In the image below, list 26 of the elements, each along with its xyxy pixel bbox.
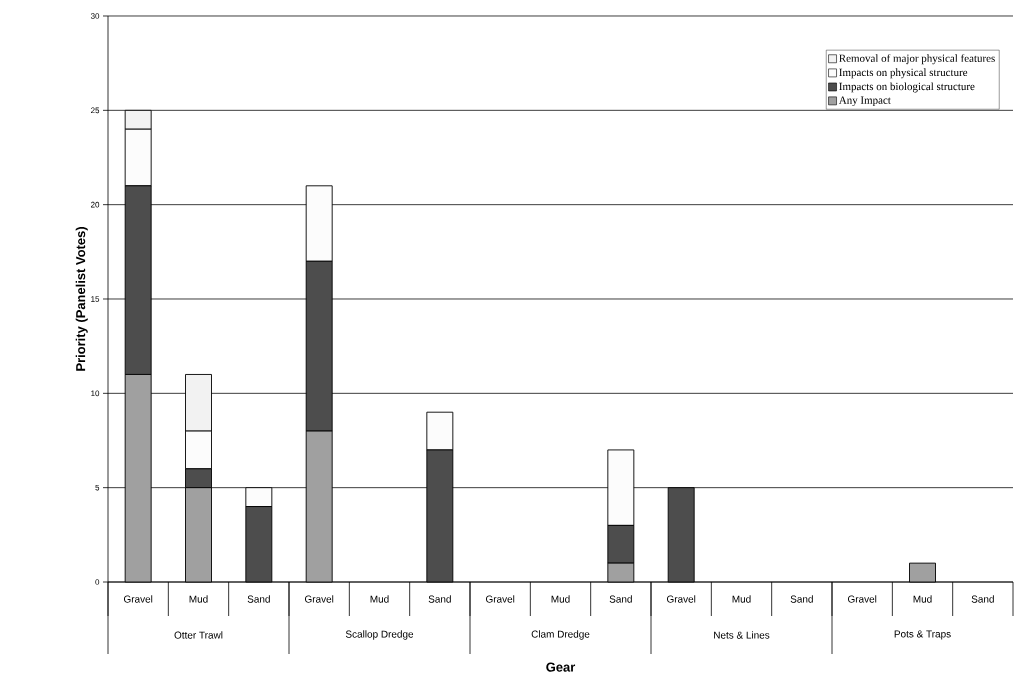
legend-label: Removal of major physical features [839,54,995,65]
x-tick-label: Gravel [667,595,696,603]
text: Otter Trawl [174,631,223,639]
text: Scallop Dredge [345,630,414,640]
text: Nets & Lines [714,631,770,639]
y-axis-title: Priority (Panelist Votes) [75,227,88,371]
legend-label: Impacts on biological structure [839,82,975,93]
x-tick-label: Gravel [486,595,515,603]
x-tick-label: Mud [732,595,751,603]
text: Pots & Traps [894,630,951,640]
x-tick-label: Mud [913,595,932,603]
text: Clam Dredge [531,630,590,640]
x-axis-title: Gear [546,662,576,672]
x-tick-label: Sand [428,595,451,603]
x-tick-label: Sand [609,595,632,603]
x-tick-label: Gravel [848,595,877,603]
x-tick-label: Sand [971,595,994,603]
legend-label: Any Impact [838,96,891,107]
x-tick-label: Mud [189,595,208,603]
x-tick-label: Sand [247,595,270,603]
legend-label: Impacts on physical structure [839,68,968,79]
x-tick-label: Gravel [124,595,153,603]
x-tick-label: Mud [370,595,389,603]
x-tick-label: Sand [790,595,813,603]
x-tick-label: Mud [551,595,570,603]
x-tick-label: Gravel [305,595,334,603]
